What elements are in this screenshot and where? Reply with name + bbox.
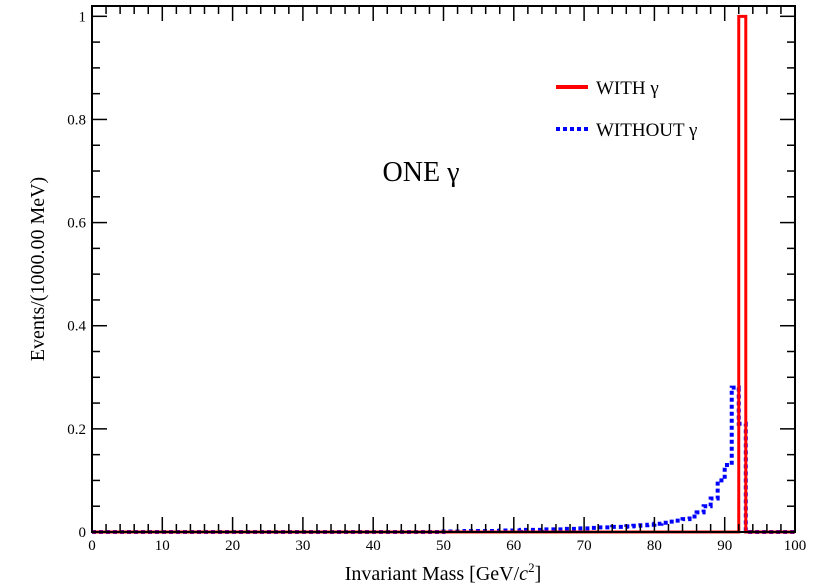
legend: WITH γ WITHOUT γ [556, 78, 697, 141]
x-tick-label: 40 [366, 538, 381, 554]
x-tick-label: 80 [647, 538, 662, 554]
x-axis-label-italic: c [519, 563, 528, 585]
y-tick-label: 1 [79, 9, 87, 25]
x-tick-label: 30 [295, 538, 310, 554]
x-axis-label-superscript: 2 [528, 560, 535, 575]
series-without-gamma [92, 385, 795, 534]
y-axis-label: Events/(1000.00 MeV) [27, 177, 49, 361]
y-tick-label: 0 [79, 525, 87, 541]
x-tick-label: 50 [436, 538, 451, 554]
x-axis-label-end: ] [535, 563, 542, 585]
x-tick-label: 20 [225, 538, 240, 554]
series-with-gamma [92, 14, 795, 534]
x-tick-label: 0 [88, 538, 96, 554]
x-axis-label: Invariant Mass [GeV/c2] [345, 560, 541, 585]
x-tick-label: 70 [577, 538, 592, 554]
x-axis-label-main: Invariant Mass [GeV/ [345, 563, 520, 585]
y-tick-label: 0.6 [67, 216, 86, 232]
y-tick-label: 0.2 [67, 422, 86, 438]
x-tick-label: 90 [717, 538, 732, 554]
x-tick-label: 10 [155, 538, 170, 554]
legend-label-without-gamma: WITHOUT γ [596, 120, 697, 141]
annotation-text: ONE γ [383, 157, 460, 188]
y-tick-label: 0.8 [67, 112, 86, 128]
legend-label-with-gamma: WITH γ [596, 78, 659, 99]
plot-frame [91, 5, 796, 533]
x-tick-label: 60 [506, 538, 521, 554]
y-tick-label: 0.4 [67, 319, 86, 335]
x-tick-label: 100 [784, 538, 807, 554]
